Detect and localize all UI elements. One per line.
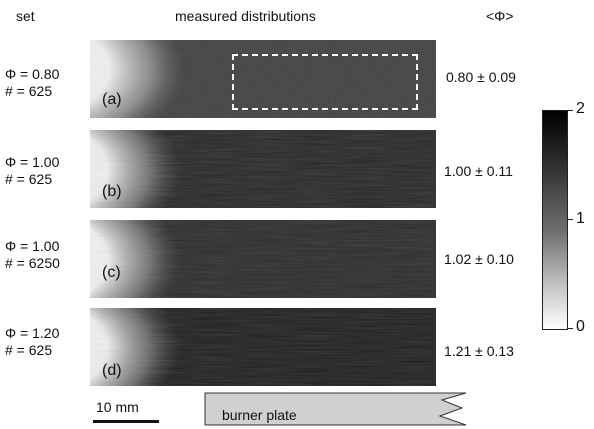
distribution-panel-c: (c) — [90, 220, 436, 298]
count-label-a: # = 625 — [5, 83, 53, 99]
header-measured-distributions: measured distributions — [175, 8, 316, 24]
phi-label-b: Φ = 1.00 — [5, 154, 60, 170]
colorbar-label-2: 2 — [576, 100, 585, 117]
distribution-image-d — [90, 308, 436, 386]
distribution-image-c — [90, 220, 436, 298]
panel-letter-b: (b) — [102, 183, 122, 200]
dashed-evaluation-region — [232, 54, 418, 110]
mean-value-d: 1.21 ± 0.13 — [444, 343, 514, 359]
distribution-image-b — [90, 130, 436, 208]
panel-letter-c: (c) — [102, 264, 121, 281]
colorbar-label-0: 0 — [576, 318, 585, 335]
burner-plate-label: burner plate — [222, 407, 297, 423]
mean-value-b: 1.00 ± 0.11 — [444, 163, 513, 179]
distribution-panel-b: (b) — [90, 130, 436, 208]
set-label-b: Φ = 1.00 # = 625 — [5, 154, 59, 188]
distribution-image-a — [90, 40, 436, 118]
header-mean-phi: <Φ> — [486, 8, 514, 24]
burner-plate — [204, 392, 467, 426]
count-label-c: # = 6250 — [5, 255, 60, 271]
colorbar-label-1: 1 — [576, 210, 585, 227]
colorbar-tick-1 — [567, 219, 573, 220]
distribution-panel-a: (a) — [90, 40, 436, 118]
header-set: set — [16, 8, 35, 24]
scale-bar-line — [93, 420, 159, 423]
colorbar-tick-0 — [567, 328, 573, 329]
set-label-c: Φ = 1.00 # = 6250 — [5, 238, 60, 272]
count-label-b: # = 625 — [5, 171, 53, 187]
phi-label-d: Φ = 1.20 — [5, 325, 60, 341]
scale-bar-label: 10 mm — [96, 399, 139, 415]
phi-label-c: Φ = 1.00 — [5, 238, 60, 254]
mean-value-a: 0.80 ± 0.09 — [446, 69, 516, 85]
phi-label-a: Φ = 0.80 — [5, 66, 60, 82]
panel-letter-a: (a) — [102, 91, 122, 108]
set-label-d: Φ = 1.20 # = 625 — [5, 325, 59, 359]
distribution-panel-d: (d) — [90, 308, 436, 386]
set-label-a: Φ = 0.80 # = 625 — [5, 66, 59, 100]
colorbar — [542, 110, 568, 330]
panel-letter-d: (d) — [102, 362, 122, 379]
count-label-d: # = 625 — [5, 342, 53, 358]
colorbar-tick-2 — [567, 110, 573, 111]
mean-value-c: 1.02 ± 0.10 — [444, 251, 514, 267]
